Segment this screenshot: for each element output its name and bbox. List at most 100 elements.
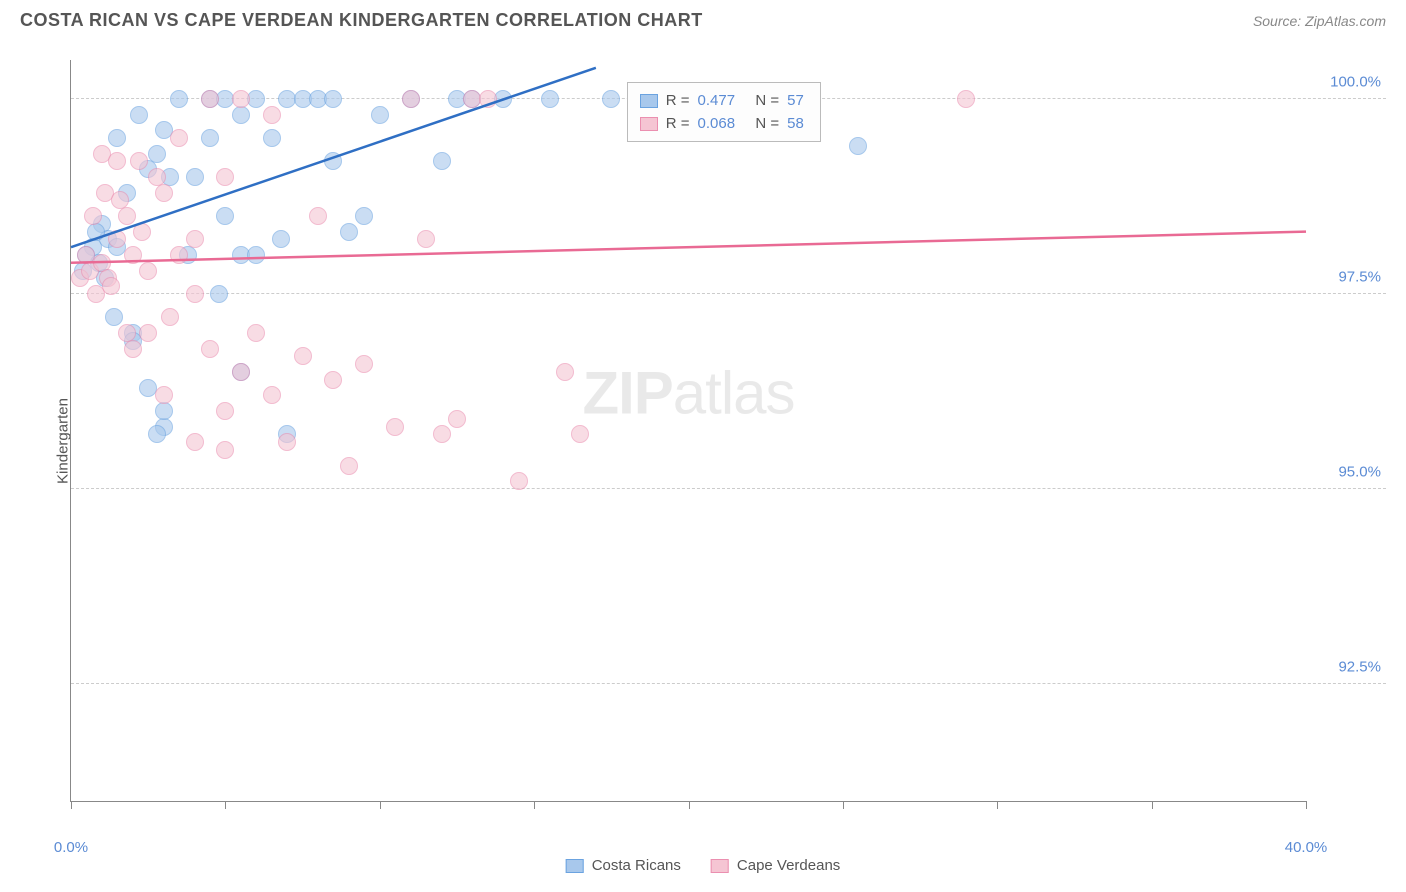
data-point	[155, 402, 173, 420]
data-point	[201, 129, 219, 147]
data-point	[324, 371, 342, 389]
y-tick-label: 100.0%	[1311, 74, 1381, 91]
data-point	[216, 168, 234, 186]
gridline	[71, 488, 1386, 489]
data-point	[232, 363, 250, 381]
data-point	[602, 90, 620, 108]
data-point	[263, 129, 281, 147]
data-point	[186, 168, 204, 186]
data-point	[957, 90, 975, 108]
data-point	[309, 207, 327, 225]
legend-item: Cape Verdeans	[711, 857, 840, 874]
data-point	[479, 90, 497, 108]
y-axis-label: Kindergarten	[54, 398, 71, 484]
chart-title: COSTA RICAN VS CAPE VERDEAN KINDERGARTEN…	[20, 10, 703, 31]
data-point	[355, 207, 373, 225]
y-tick-label: 95.0%	[1311, 464, 1381, 481]
legend-swatch	[711, 859, 729, 873]
data-point	[170, 129, 188, 147]
data-point	[105, 308, 123, 326]
data-point	[130, 152, 148, 170]
y-tick-label: 92.5%	[1311, 659, 1381, 676]
data-point	[155, 386, 173, 404]
data-point	[216, 207, 234, 225]
data-point	[139, 324, 157, 342]
data-point	[541, 90, 559, 108]
data-point	[148, 425, 166, 443]
data-point	[118, 324, 136, 342]
plot-area: ZIPatlas 92.5%95.0%97.5%100.0%0.0%40.0%R…	[70, 60, 1306, 802]
data-point	[139, 262, 157, 280]
data-point	[247, 324, 265, 342]
data-point	[355, 355, 373, 373]
data-point	[148, 145, 166, 163]
data-point	[108, 152, 126, 170]
x-tick	[843, 801, 844, 809]
data-point	[84, 207, 102, 225]
gridline	[71, 293, 1386, 294]
data-point	[118, 207, 136, 225]
data-point	[263, 106, 281, 124]
data-point	[849, 137, 867, 155]
x-tick-label: 0.0%	[54, 839, 88, 856]
data-point	[216, 441, 234, 459]
data-point	[124, 340, 142, 358]
data-point	[510, 472, 528, 490]
x-tick	[1152, 801, 1153, 809]
data-point	[161, 308, 179, 326]
data-point	[340, 223, 358, 241]
data-point	[247, 246, 265, 264]
data-point	[87, 223, 105, 241]
data-point	[111, 191, 129, 209]
data-point	[278, 433, 296, 451]
x-tick	[225, 801, 226, 809]
chart-container: Kindergarten ZIPatlas 92.5%95.0%97.5%100…	[50, 50, 1386, 832]
data-point	[170, 90, 188, 108]
data-point	[448, 410, 466, 428]
legend-label: Costa Ricans	[592, 857, 681, 874]
data-point	[433, 152, 451, 170]
data-point	[186, 230, 204, 248]
stats-row: R = 0.068 N = 58	[640, 112, 808, 135]
data-point	[155, 184, 173, 202]
data-point	[186, 285, 204, 303]
data-point	[186, 433, 204, 451]
data-point	[263, 386, 281, 404]
x-tick	[997, 801, 998, 809]
gridline	[71, 683, 1386, 684]
data-point	[556, 363, 574, 381]
data-point	[386, 418, 404, 436]
data-point	[130, 106, 148, 124]
legend-swatch	[640, 117, 658, 131]
data-point	[494, 90, 512, 108]
data-point	[201, 90, 219, 108]
data-point	[294, 347, 312, 365]
source-attribution: Source: ZipAtlas.com	[1253, 13, 1386, 29]
legend-swatch	[566, 859, 584, 873]
legend-label: Cape Verdeans	[737, 857, 840, 874]
data-point	[210, 285, 228, 303]
legend: Costa Ricans Cape Verdeans	[566, 857, 841, 874]
x-tick	[71, 801, 72, 809]
data-point	[170, 246, 188, 264]
data-point	[133, 223, 151, 241]
data-point	[232, 90, 250, 108]
trendlines	[71, 60, 1306, 801]
data-point	[108, 230, 126, 248]
data-point	[324, 152, 342, 170]
x-tick-label: 40.0%	[1285, 839, 1328, 856]
data-point	[340, 457, 358, 475]
data-point	[272, 230, 290, 248]
data-point	[402, 90, 420, 108]
x-tick	[689, 801, 690, 809]
y-tick-label: 97.5%	[1311, 269, 1381, 286]
data-point	[247, 90, 265, 108]
legend-item: Costa Ricans	[566, 857, 681, 874]
data-point	[102, 277, 120, 295]
x-tick	[1306, 801, 1307, 809]
stats-row: R = 0.477 N = 57	[640, 89, 808, 112]
data-point	[571, 425, 589, 443]
data-point	[108, 129, 126, 147]
watermark: ZIPatlas	[582, 359, 794, 428]
x-tick	[380, 801, 381, 809]
